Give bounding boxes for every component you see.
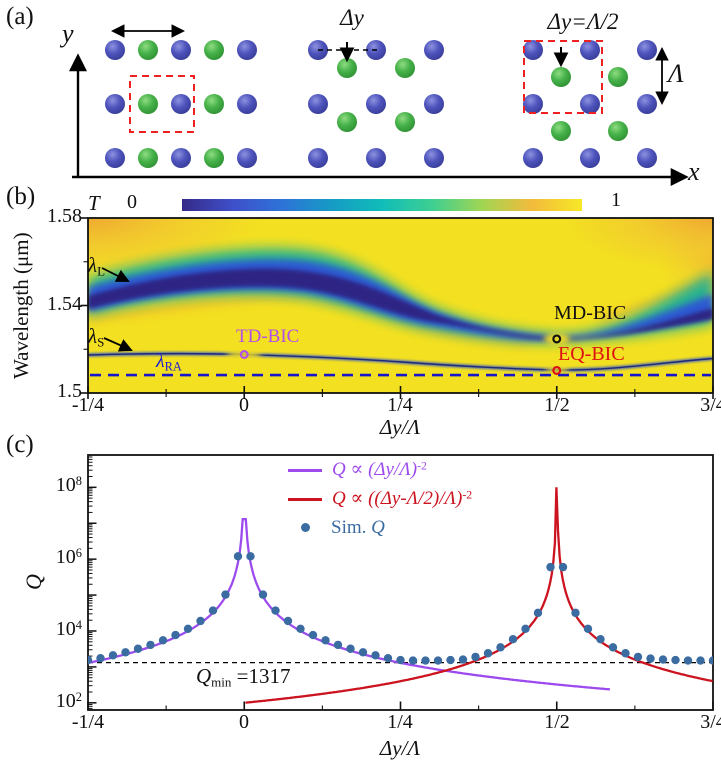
c-xaxis-title: Δy/Λ: [379, 736, 421, 760]
lambda-RA-annotation: λRA: [156, 351, 182, 373]
eq-bic-pinch: [545, 366, 569, 374]
c-ytick-3-exp: 4: [75, 618, 82, 633]
legend-text-sim: Sim.: [331, 517, 372, 538]
q-min-value: =1317: [231, 664, 291, 688]
lambda-S-annotation: λS: [88, 325, 104, 349]
colorbar-title: T: [88, 191, 100, 215]
c-ytick-2-exp: 6: [75, 546, 82, 561]
q-min-base: Q: [196, 664, 212, 688]
legend-dot-sim: [301, 523, 310, 532]
b-ytick-2: 1.54: [47, 293, 82, 315]
c-ytick-1: 108: [30, 475, 82, 496]
half-shift-label: Δy=Λ/2: [547, 9, 619, 34]
q-axis-title: Q: [21, 574, 46, 591]
c-ytick-2-base: 10: [55, 546, 76, 568]
legend-text-red: Q ∝ ((Δy-Λ/2)/Λ): [332, 488, 463, 509]
lambda-S-base: λ: [88, 324, 98, 348]
lattice-dots: [105, 40, 657, 168]
y-axis-label: y: [62, 19, 74, 48]
b-ytick-3: 1.5: [57, 380, 82, 402]
legend-line-red: [288, 498, 322, 501]
md-bic-pinch: [544, 333, 570, 345]
lambda-RA-base: λ: [156, 350, 165, 372]
q-plot-ticks: [87, 456, 714, 710]
b-xtick-4: 1/2: [544, 394, 570, 416]
md-bic-label: MD-BIC: [554, 302, 627, 324]
b-xaxis-title: Δy/Λ: [379, 415, 421, 439]
lambda-L-sub: L: [97, 263, 106, 279]
lambda-S-sub: S: [97, 334, 105, 350]
legend-text-sim-q: Q: [371, 517, 385, 538]
transmission-heatmap: [88, 218, 713, 393]
sim-q-dots: [88, 552, 713, 665]
c-ytick-1-base: 10: [55, 474, 76, 496]
b-ytick-1: 1.58: [47, 205, 82, 227]
td-bic-label: TD-BIC: [236, 326, 300, 347]
legend-line-purple: [288, 469, 322, 472]
panel-a-lattice-schematic: [69, 24, 689, 186]
wavelength-axis-title: Wavelength (μm): [9, 232, 33, 379]
heatmap-orange-corner-left: [88, 218, 261, 278]
panel-a-label: (a): [6, 3, 34, 30]
legend-item-sim: Sim. Q: [288, 518, 385, 538]
c-xtick-5: 3/4: [700, 711, 721, 733]
lambda-L-base: λ: [88, 253, 98, 277]
lambda-L-annotation: λL: [88, 254, 105, 278]
b-xtick-3: 1/4: [387, 394, 413, 416]
narrow-resonance-core: [88, 352, 713, 371]
x-axis-label: x: [688, 157, 700, 186]
lambda-RA-sub: RA: [164, 359, 182, 374]
c-xtick-4: 1/2: [544, 711, 570, 733]
legend-exp-purple: -2: [417, 459, 427, 473]
unit-cell-box-right: [523, 40, 603, 114]
c-xtick-2: 0: [239, 711, 249, 733]
broad-resonance-core: [88, 268, 713, 341]
c-ytick-1-exp: 8: [75, 474, 82, 489]
colorbar-gradient: [182, 199, 582, 211]
period-label: Λ: [668, 59, 684, 88]
panel-c-label: (c): [6, 431, 34, 458]
c-xtick-3: 1/4: [387, 711, 413, 733]
q-plot-frame: [87, 454, 714, 711]
c-ytick-4: 102: [30, 691, 82, 712]
shift-label: Δy: [340, 5, 364, 30]
c-ytick-2: 106: [30, 547, 82, 568]
legend-exp-red: -2: [462, 488, 473, 502]
c-ytick-3-base: 10: [55, 618, 76, 640]
c-ytick-3: 104: [30, 619, 82, 640]
b-xtick-2: 0: [239, 394, 249, 416]
q-min-annotation: Qmin =1317: [196, 665, 291, 689]
td-bic-pinch: [226, 350, 262, 359]
c-xtick-1: -1/4: [71, 711, 105, 733]
legend-text-purple: Q ∝ (Δy/Λ): [332, 459, 418, 480]
panel-b-label: (b): [6, 183, 36, 210]
legend-item-purple: Q ∝ (Δy/Λ)-2: [288, 460, 427, 480]
q-factor-plot: [87, 454, 714, 711]
q-min-sub: min: [211, 674, 232, 690]
legend-item-red: Q ∝ ((Δy-Λ/2)/Λ)-2: [288, 489, 472, 509]
c-ytick-4-exp: 2: [75, 690, 82, 705]
c-ytick-4-base: 10: [55, 690, 76, 712]
colorbar-min-label: 0: [127, 191, 137, 213]
b-xtick-1: -1/4: [71, 394, 105, 416]
colorbar-max-label: 1: [611, 189, 621, 211]
eq-bic-label: EQ-BIC: [558, 343, 625, 365]
heatmap-annotations-layer: [90, 267, 711, 377]
heatmap-ticks: [80, 217, 714, 399]
b-xtick-5: 3/4: [700, 394, 721, 416]
